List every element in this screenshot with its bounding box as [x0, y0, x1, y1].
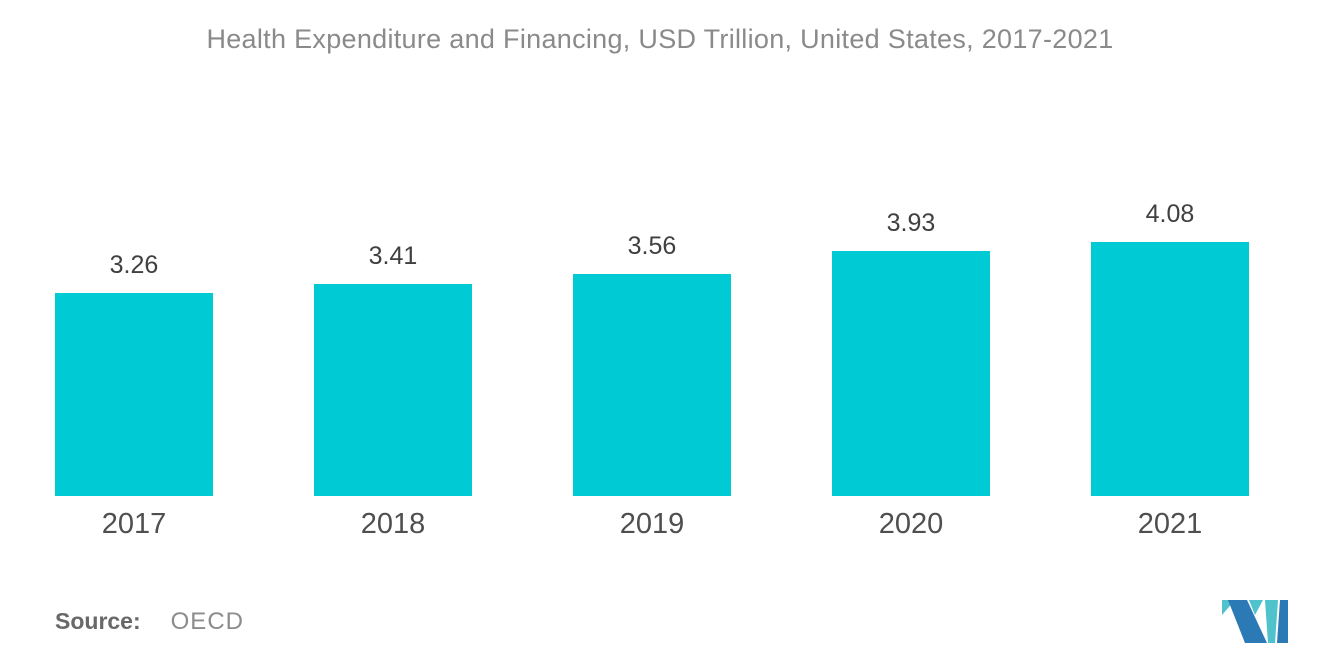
bar-group-2021: 4.08 2021 [1091, 76, 1249, 540]
bar-2018 [314, 283, 472, 496]
bar-2021 [1091, 241, 1249, 496]
x-axis-label: 2017 [101, 508, 167, 540]
bar-2017 [55, 292, 213, 496]
logo-shape [1277, 600, 1288, 643]
bar-value-label: 3.93 [886, 209, 936, 238]
source-note: Source: OECD [55, 608, 244, 636]
logo-shape [1228, 600, 1267, 643]
logo-shape [1249, 600, 1263, 615]
bar-chart-plot: 3.26 2017 3.41 2018 3.56 2019 3.93 2020 4.08 2021 [55, 76, 1249, 540]
bar-group-2019: 3.56 2019 [573, 76, 731, 540]
x-axis-label: 2018 [360, 508, 426, 540]
source-label: Source: [55, 608, 141, 634]
chart-title: Health Expenditure and Financing, USD Tr… [206, 24, 1114, 54]
x-axis-label: 2020 [878, 508, 944, 540]
bar-group-2018: 3.41 2018 [314, 76, 472, 540]
bar-group-2020: 3.93 2020 [832, 76, 990, 540]
bar-2019 [573, 274, 731, 496]
x-axis-label: 2021 [1137, 508, 1203, 540]
logo-shape [1265, 600, 1278, 643]
bar-value-label: 3.26 [109, 250, 159, 279]
bar-value-label: 3.56 [627, 232, 677, 261]
bar-value-label: 4.08 [1145, 199, 1195, 228]
x-axis-label: 2019 [619, 508, 685, 540]
source-value: OECD [170, 608, 244, 635]
bar-2020 [832, 251, 990, 496]
bar-value-label: 3.41 [368, 241, 418, 270]
bar-group-2017: 3.26 2017 [55, 76, 213, 540]
mordor-intelligence-logo [1222, 600, 1288, 643]
